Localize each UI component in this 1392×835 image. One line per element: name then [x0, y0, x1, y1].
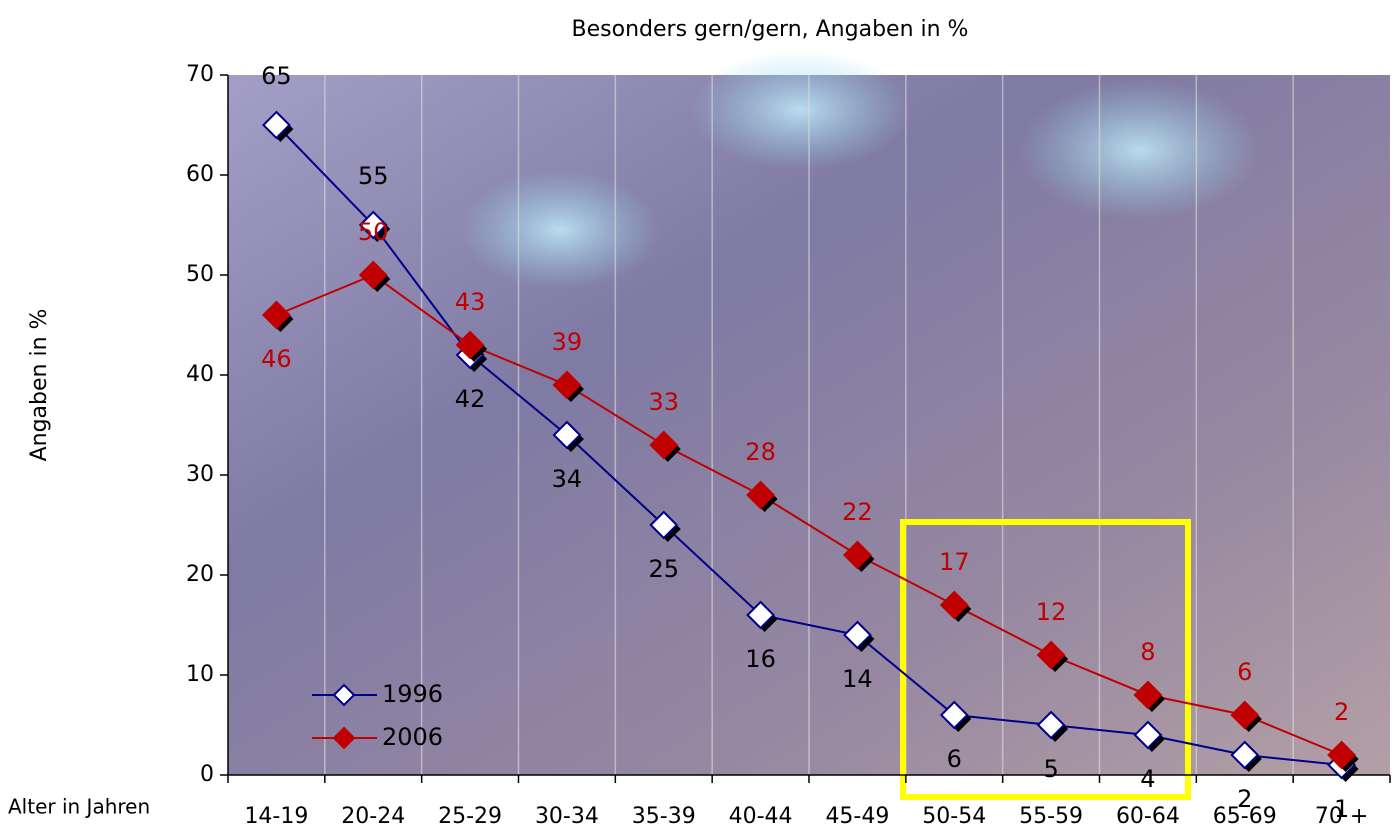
data-label: 55	[358, 162, 389, 190]
marker	[1230, 700, 1260, 730]
data-label: 2	[1334, 698, 1349, 726]
legend-marker	[332, 683, 356, 707]
data-label: 8	[1140, 638, 1155, 666]
data-label: 12	[1036, 598, 1067, 626]
data-label: 5	[1043, 755, 1058, 783]
x-tick-label: 20-24	[341, 804, 405, 829]
data-label: 43	[455, 288, 486, 316]
marker	[1327, 740, 1356, 770]
data-label: 25	[648, 555, 679, 583]
marker	[1230, 740, 1260, 770]
data-label: 50	[358, 218, 389, 246]
marker	[1036, 640, 1066, 670]
y-tick-label: 40	[186, 362, 214, 387]
marker	[939, 590, 969, 620]
marker	[1133, 720, 1163, 750]
marker	[649, 430, 679, 460]
y-tick-label: 50	[186, 262, 214, 287]
marker	[939, 700, 969, 730]
y-tick-label: 20	[186, 562, 214, 587]
stage-light	[690, 50, 910, 170]
data-label: 14	[842, 665, 873, 693]
y-tick-label: 0	[200, 762, 214, 787]
legend-marker	[332, 726, 356, 750]
marker	[746, 600, 775, 630]
marker	[746, 480, 775, 510]
marker	[843, 620, 872, 650]
x-tick-label: 40-44	[729, 804, 793, 829]
chart-title: Besonders gern/gern, Angaben in %	[572, 17, 969, 42]
x-tick-label: 35-39	[632, 804, 696, 829]
marker	[455, 330, 485, 360]
x-tick-label: 65-69	[1213, 804, 1277, 829]
y-axis-title: Angaben in %	[27, 309, 52, 462]
data-label: 39	[552, 328, 583, 356]
marker	[552, 420, 582, 450]
data-label: 1	[1334, 795, 1349, 823]
marker	[358, 210, 388, 240]
marker	[262, 300, 291, 330]
marker	[552, 370, 582, 400]
y-tick-label: 60	[186, 162, 214, 187]
x-tick-label: 55-59	[1019, 804, 1083, 829]
x-tick-label: 25-29	[438, 804, 502, 829]
highlight-box	[900, 519, 1191, 800]
data-label: 34	[552, 465, 583, 493]
marker	[649, 510, 679, 540]
data-label: 22	[842, 498, 873, 526]
x-tick-label: 50-54	[922, 804, 986, 829]
x-tick-label: 14-19	[244, 804, 308, 829]
x-tick-label: 30-34	[535, 804, 599, 829]
marker	[358, 260, 388, 290]
data-label: 2	[1237, 785, 1252, 813]
data-label: 6	[1237, 658, 1252, 686]
x-tick-label: 60-64	[1116, 804, 1180, 829]
marker	[1133, 680, 1163, 710]
legend-label: 2006	[382, 723, 443, 751]
marker	[262, 110, 291, 140]
y-tick-label: 10	[186, 662, 214, 687]
data-label: 28	[745, 438, 776, 466]
x-tick-label: 45-49	[825, 804, 889, 829]
y-tick-label: 30	[186, 462, 214, 487]
data-label: 42	[455, 385, 486, 413]
stage-light	[460, 170, 660, 290]
data-label: 65	[261, 62, 292, 90]
y-tick-label: 70	[186, 62, 214, 87]
data-label: 6	[947, 745, 962, 773]
data-label: 16	[745, 645, 776, 673]
data-label: 4	[1140, 765, 1155, 793]
data-label: 17	[939, 548, 970, 576]
data-label: 33	[648, 388, 679, 416]
x-tick-label: 70 +	[1315, 804, 1368, 829]
legend-label: 1996	[382, 680, 443, 708]
marker	[1036, 710, 1066, 740]
stage-light	[1020, 80, 1260, 220]
data-label: 46	[261, 345, 292, 373]
marker	[843, 540, 872, 570]
x-axis-title: Alter in Jahren	[8, 795, 150, 819]
